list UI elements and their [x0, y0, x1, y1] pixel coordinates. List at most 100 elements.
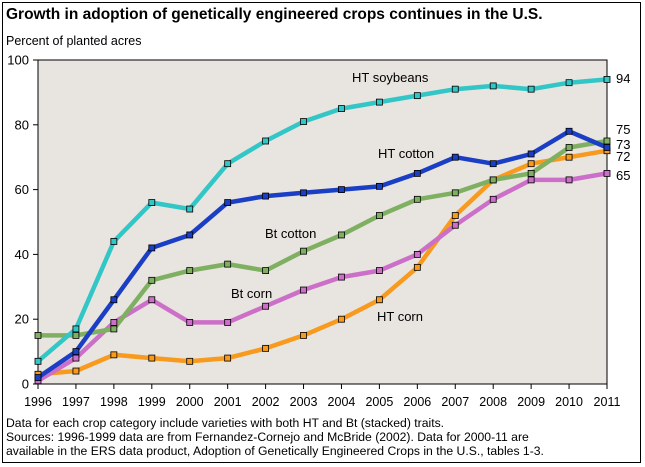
series-label: Bt cotton	[265, 226, 316, 241]
series-label: Bt corn	[231, 286, 272, 301]
data-point	[224, 354, 232, 362]
x-tick-label: 1996	[24, 395, 52, 409]
data-point	[489, 176, 497, 184]
data-point	[72, 331, 80, 339]
series-label: HT cotton	[378, 146, 434, 161]
data-point	[565, 144, 573, 151]
data-point	[224, 199, 232, 206]
end-value-label: 94	[616, 71, 630, 86]
data-point	[489, 195, 497, 203]
y-tick-label: 20	[15, 312, 29, 327]
data-point	[413, 92, 421, 100]
series-label: HT soybeans	[352, 70, 429, 85]
footnote: Data for each crop category include vari…	[6, 416, 636, 458]
data-point	[300, 247, 307, 255]
series-line	[35, 171, 610, 384]
data-point	[565, 127, 573, 135]
data-point	[186, 267, 194, 275]
data-point	[375, 98, 383, 106]
chart-title: Growth in adoption of genetically engine…	[6, 6, 543, 23]
data-point	[300, 118, 307, 125]
data-point	[110, 296, 118, 304]
data-point	[148, 276, 156, 284]
data-point	[338, 315, 345, 323]
data-point	[148, 296, 156, 304]
data-point	[451, 153, 459, 161]
y-tick-label: 40	[15, 247, 29, 262]
data-point	[110, 351, 118, 359]
data-point	[262, 192, 270, 200]
data-point	[72, 325, 80, 333]
series-line	[35, 138, 610, 338]
data-point	[413, 250, 421, 258]
data-point	[110, 319, 118, 326]
data-point	[148, 244, 156, 252]
y-tick-label: 0	[22, 377, 29, 392]
x-tick-label: 2011	[594, 395, 621, 409]
data-point	[224, 160, 232, 168]
data-point	[338, 273, 345, 281]
data-point	[262, 137, 270, 145]
data-point	[527, 169, 535, 177]
data-point	[565, 153, 573, 161]
data-point	[34, 374, 42, 381]
data-point	[300, 286, 307, 294]
x-tick-label: 1997	[62, 395, 90, 409]
y-tick-label: 60	[15, 182, 29, 197]
data-point	[300, 189, 307, 197]
x-tick-label: 2009	[517, 395, 545, 409]
end-value-label: 65	[616, 168, 630, 183]
data-point	[148, 199, 156, 206]
series-line	[35, 148, 610, 377]
data-point	[413, 169, 421, 177]
data-point	[186, 357, 194, 365]
data-point	[451, 212, 459, 219]
data-point	[603, 76, 611, 83]
end-value-label: 75	[616, 122, 630, 137]
data-point	[603, 169, 611, 177]
data-point	[375, 182, 383, 190]
data-point	[375, 267, 383, 275]
footnote-line: Sources: 1996-1999 data are from Fernand…	[6, 430, 529, 444]
data-point	[110, 238, 118, 245]
series-line	[35, 129, 610, 380]
y-tick-label: 80	[15, 117, 29, 132]
data-point	[603, 144, 611, 151]
x-tick-label: 2001	[214, 395, 242, 409]
end-value-label: 72	[616, 149, 630, 164]
data-point	[262, 302, 270, 310]
y-tick-label: 100	[7, 53, 29, 68]
data-point	[186, 205, 194, 213]
data-point	[375, 212, 383, 219]
x-tick-label: 2008	[479, 395, 507, 409]
data-point	[527, 176, 535, 184]
y-axis-label: Percent of planted acres	[6, 34, 142, 48]
data-point	[413, 195, 421, 203]
x-tick-label: 1999	[138, 395, 166, 409]
data-point	[186, 231, 194, 239]
data-point	[110, 325, 118, 333]
data-point	[72, 354, 80, 362]
footnote-line: Data for each crop category include vari…	[6, 416, 445, 430]
data-point	[262, 344, 270, 352]
x-tick-label: 2005	[365, 395, 393, 409]
data-point	[451, 221, 459, 229]
x-tick-label: 2000	[176, 395, 204, 409]
x-tick-label: 2002	[252, 395, 280, 409]
data-point	[148, 354, 156, 362]
data-point	[489, 82, 497, 90]
plot-area	[37, 59, 608, 385]
data-point	[34, 357, 42, 365]
data-point	[186, 319, 194, 326]
data-point	[489, 160, 497, 168]
data-point	[72, 348, 80, 356]
data-point	[565, 79, 573, 87]
data-point	[262, 267, 270, 275]
data-point	[224, 319, 232, 326]
data-point	[451, 85, 459, 93]
x-tick-label: 2006	[403, 395, 431, 409]
data-point	[413, 263, 421, 271]
x-tick-label: 2010	[555, 395, 583, 409]
x-tick-label: 2003	[290, 395, 318, 409]
